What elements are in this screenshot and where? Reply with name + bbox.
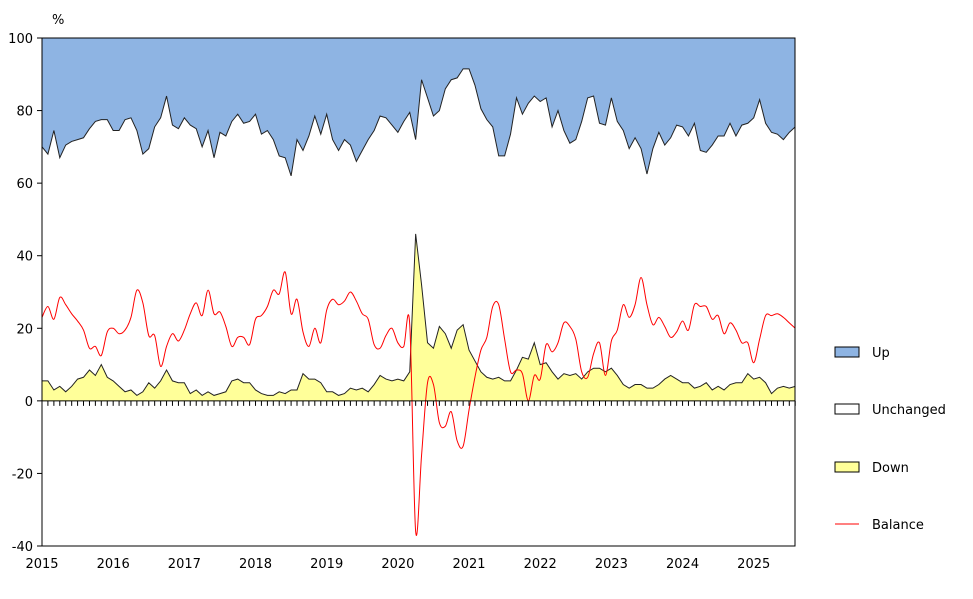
legend-swatch-down xyxy=(834,461,860,473)
legend-swatch-up xyxy=(834,346,860,358)
y-tick-label: 40 xyxy=(16,250,33,265)
legend-label-unchanged: Unchanged xyxy=(872,403,946,418)
x-tick-label: 2018 xyxy=(239,557,272,572)
legend-swatch-unchanged xyxy=(834,403,860,415)
series-down-area xyxy=(42,233,796,401)
series-up-boundary-line xyxy=(41,68,796,177)
series-down-boundary-line xyxy=(42,233,796,397)
y-unit-label: % xyxy=(52,13,64,28)
axes-layer: -40 -20 0 20 40 60 80 100 2015 2016 2017 2018 2019 20… xyxy=(8,32,796,572)
y-tick-label: 20 xyxy=(16,322,33,337)
y-tick-label: -20 xyxy=(12,467,33,482)
x-tick-label: 2022 xyxy=(524,557,557,572)
y-tick-label: 0 xyxy=(25,395,33,410)
legend-label-balance: Balance xyxy=(872,518,924,533)
series-layer xyxy=(41,38,796,536)
y-tick-label: 60 xyxy=(16,177,33,192)
x-tick-label: 2025 xyxy=(737,557,770,572)
y-tick-label: 100 xyxy=(8,32,33,47)
x-tick-label: 2021 xyxy=(452,557,485,572)
y-tick-label: 80 xyxy=(16,105,33,120)
x-tick-label: 2016 xyxy=(97,557,130,572)
x-tick-label: 2020 xyxy=(381,557,414,572)
x-tick-label: 2017 xyxy=(168,557,201,572)
series-unchanged-area xyxy=(42,68,796,396)
legend-label-up: Up xyxy=(872,346,890,361)
series-balance-line xyxy=(41,271,796,536)
chart-legend: Up Unchanged Down Balance xyxy=(834,346,946,533)
x-tick-label: 2024 xyxy=(666,557,699,572)
x-tick-label: 2019 xyxy=(310,557,343,572)
legend-label-down: Down xyxy=(872,461,909,476)
y-tick-label: -40 xyxy=(12,540,33,555)
x-tick-label: 2023 xyxy=(595,557,628,572)
x-tick-label: 2015 xyxy=(25,557,58,572)
plot-frame xyxy=(41,37,796,547)
